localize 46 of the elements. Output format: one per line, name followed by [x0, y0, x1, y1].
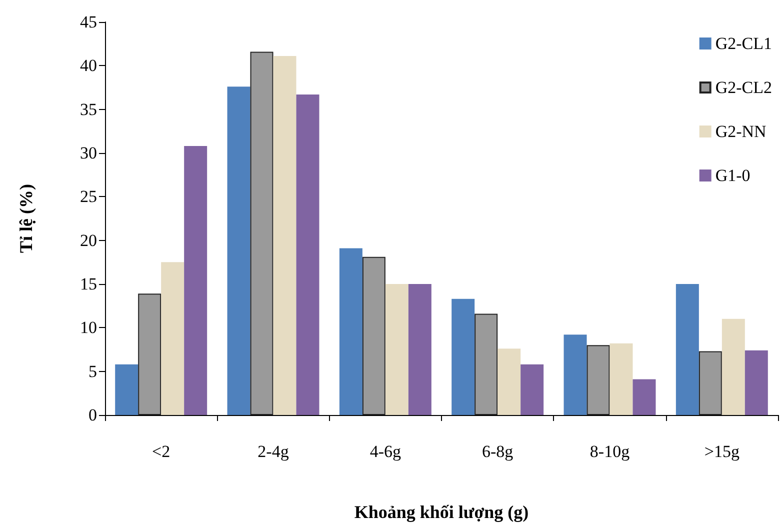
bar [452, 298, 475, 415]
y-tick-label: 20 [80, 230, 97, 250]
bar [498, 348, 521, 415]
bar [564, 334, 587, 415]
y-tick-label: 30 [80, 144, 97, 162]
y-tick-label: 35 [80, 100, 97, 119]
bar [722, 318, 745, 415]
x-tick-label: 2-4g [258, 442, 290, 461]
y-tick-label: 10 [80, 318, 97, 338]
y-tick-label: 15 [80, 274, 97, 294]
y-axis-title: Tỉ lệ (%) [16, 184, 36, 253]
x-axis-title: Khoảng khối lượng (g) [354, 502, 529, 522]
y-tick-label: 25 [80, 187, 97, 206]
x-tick-label: 8-10g [590, 442, 630, 461]
bar [520, 364, 544, 415]
bar [115, 364, 138, 415]
y-tick-label: 0 [88, 406, 97, 424]
bar [250, 52, 274, 415]
y-tick-label: 45 [80, 12, 97, 32]
x-tick-label: 6-8g [482, 442, 514, 461]
bar [161, 262, 184, 415]
bar [362, 256, 386, 415]
bar [408, 284, 432, 415]
bar [227, 86, 250, 415]
legend-label: G2-NN [715, 122, 766, 141]
bar [744, 350, 768, 415]
bar [138, 294, 162, 415]
legend-label: G2-CL1 [715, 34, 772, 53]
bar [632, 379, 656, 415]
legend-label: G2-CL2 [715, 78, 772, 97]
legend-label: G1-0 [715, 166, 750, 185]
bar [184, 146, 208, 415]
bar [273, 56, 296, 415]
bar [586, 345, 610, 415]
bar [676, 284, 699, 415]
bar [610, 343, 633, 415]
bar [339, 248, 362, 415]
y-tick-label: 40 [80, 56, 97, 76]
y-tick-label: 5 [88, 362, 97, 381]
bar [296, 94, 320, 415]
bar [385, 284, 408, 415]
x-tick-label: 4-6g [370, 442, 402, 461]
bar [698, 351, 722, 415]
bar [474, 314, 498, 415]
x-tick-label: >15g [704, 442, 740, 461]
x-tick-label: <2 [152, 442, 170, 461]
